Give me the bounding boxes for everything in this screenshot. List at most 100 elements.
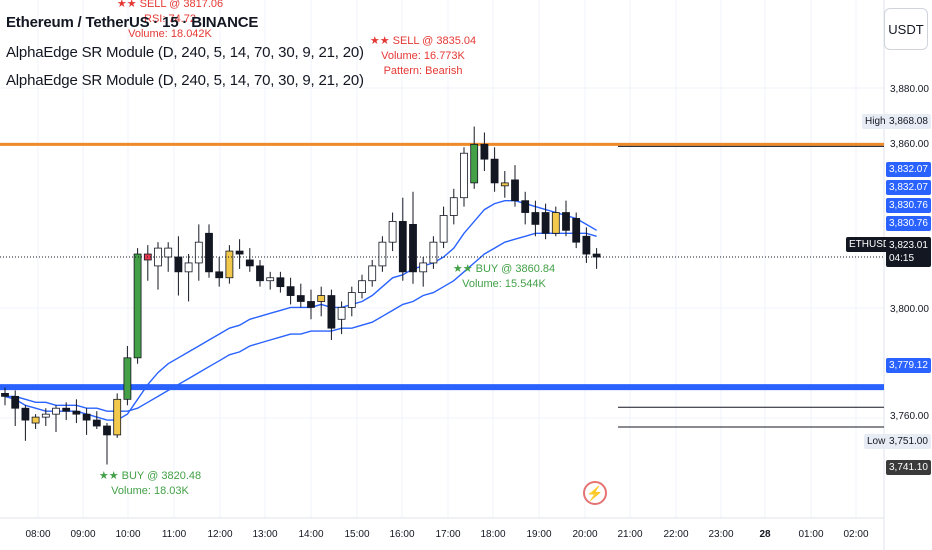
high-value-tag: 3,868.08 xyxy=(886,114,931,129)
candle xyxy=(511,165,519,207)
candle-body xyxy=(582,235,591,255)
candle-body xyxy=(113,398,122,436)
time-tick-label: 18:00 xyxy=(480,529,505,540)
candle-body xyxy=(470,143,479,184)
candle xyxy=(358,274,366,299)
indicator-legend-1[interactable]: AlphaEdge SR Module (D, 240, 5, 14, 70, … xyxy=(6,44,364,61)
time-tick-label: 28 xyxy=(759,529,771,540)
candle xyxy=(21,405,30,441)
candle-body xyxy=(11,395,20,409)
candle xyxy=(551,206,560,237)
candle xyxy=(480,132,489,172)
candle xyxy=(562,200,570,237)
signal-text: ★★ BUY @ 3820.48 xyxy=(99,470,201,482)
candle xyxy=(31,414,40,429)
lightning-alert-icon[interactable]: ⚡ xyxy=(583,481,607,505)
candle xyxy=(439,206,448,249)
candle xyxy=(592,248,601,269)
price-tick-label: 3,860.00 xyxy=(890,139,929,150)
candle xyxy=(92,411,101,429)
time-tick-label: 17:00 xyxy=(435,529,460,540)
candle xyxy=(1,387,9,406)
candle xyxy=(521,191,530,225)
signal-text: Volume: 18.03K xyxy=(111,485,189,497)
candle xyxy=(449,188,458,225)
symbol-tag: ETHUSDT xyxy=(846,237,900,252)
candle-body xyxy=(174,256,183,273)
candle-body xyxy=(21,407,30,421)
candle xyxy=(72,399,81,424)
candle-body xyxy=(409,223,417,273)
time-tick-label: 14:00 xyxy=(298,529,323,540)
candle-body xyxy=(123,357,132,400)
candle xyxy=(184,254,193,302)
candle xyxy=(419,257,428,287)
time-tick-label: 11:00 xyxy=(162,529,187,540)
candle-body xyxy=(480,143,489,160)
candle-body xyxy=(235,250,244,255)
candle xyxy=(194,224,203,281)
candle xyxy=(398,197,407,281)
candle xyxy=(103,423,111,465)
time-tick-label: 19:00 xyxy=(526,529,551,540)
signal-annotations: ★★ SELL @ 3835.04 Volume: 16.773K Pattern:… xyxy=(99,0,555,497)
time-tick-label: 22:00 xyxy=(663,529,688,540)
signal-text: ★★ BUY @ 3860.84 xyxy=(453,263,555,275)
candle xyxy=(460,147,468,207)
candle-body xyxy=(368,265,377,282)
time-tick-label: 08:00 xyxy=(25,529,50,540)
candle-body xyxy=(439,215,448,243)
candle-body xyxy=(429,241,438,264)
candle-body xyxy=(133,253,142,359)
candle xyxy=(52,405,60,432)
candle-body xyxy=(490,158,499,184)
low-name-tag: Low xyxy=(864,434,889,449)
candle xyxy=(62,402,71,421)
candle-body xyxy=(103,425,111,436)
candle-body xyxy=(327,295,336,329)
signal-text: Pattern: Bearish xyxy=(384,65,463,77)
price-axis-ticks: 3,880.00 3,860.00 3,800.00 3,760.00 xyxy=(890,84,929,422)
candle-body xyxy=(521,200,530,213)
time-tick-label: 16:00 xyxy=(389,529,414,540)
candle xyxy=(378,236,387,272)
symbol-title: Ethereum / TetherUS · 15 · BINANCE xyxy=(6,14,259,31)
time-tick-label: 09:00 xyxy=(70,529,95,540)
candle-body xyxy=(276,277,285,288)
time-tick-label: 02:00 xyxy=(843,529,868,540)
buy-signal-label: ★★ BUY @ 3820.48 Volume: 18.03K xyxy=(99,470,201,497)
sell-signal-label: ★★ SELL @ 3817.06 RSI: 74.72 Volume: 18.04… xyxy=(117,0,223,40)
buy-signal-label: ★★ BUY @ 3860.84 Volume: 15.544K xyxy=(453,263,555,290)
time-tick-label: 21:00 xyxy=(617,529,642,540)
candle xyxy=(490,147,499,192)
candle xyxy=(266,271,275,290)
indicator-legend-2[interactable]: AlphaEdge SR Module (D, 240, 5, 14, 70, … xyxy=(6,72,364,89)
candle-body xyxy=(347,292,356,308)
candle-body xyxy=(194,241,203,264)
time-tick-label: 20:00 xyxy=(572,529,597,540)
price-tick-label: 3,760.00 xyxy=(890,411,929,422)
candle-body xyxy=(164,247,173,258)
candle-body xyxy=(398,221,407,273)
candle-body xyxy=(256,265,264,282)
signal-text: Volume: 15.544K xyxy=(462,278,546,290)
candle xyxy=(245,248,254,272)
support-resistance-levels xyxy=(0,142,884,428)
candle xyxy=(154,242,162,290)
candle xyxy=(368,259,377,287)
candle-body xyxy=(1,392,9,397)
candle-body xyxy=(62,407,71,412)
candle-body xyxy=(572,218,581,243)
candle xyxy=(307,289,315,320)
ma-tag-3: 3,830.76 xyxy=(886,198,931,213)
candle-body xyxy=(531,212,540,225)
candle-body xyxy=(541,212,550,234)
candle xyxy=(317,286,326,317)
bottom-price-tag: 3,741.10 xyxy=(886,460,931,475)
candle-body xyxy=(358,280,366,293)
candle-body xyxy=(215,271,224,279)
sell-signal-label: ★★ SELL @ 3835.04 Volume: 16.773K Pattern:… xyxy=(370,35,476,77)
currency-button[interactable]: USDT xyxy=(884,8,928,50)
candle-body xyxy=(378,241,387,267)
